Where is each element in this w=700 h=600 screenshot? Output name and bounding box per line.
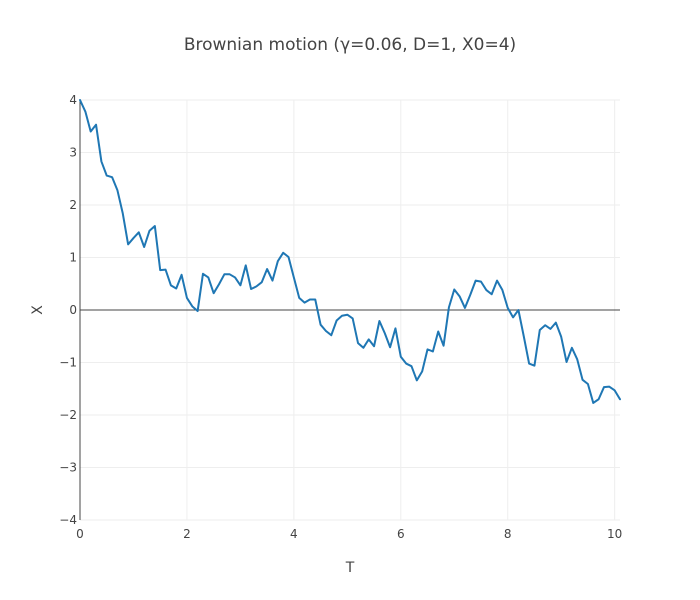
chart-title: Brownian motion (γ=0.06, D=1, X0=4) [184, 35, 516, 55]
y-tick-label: −2 [59, 408, 77, 422]
y-tick-label: 2 [69, 198, 77, 212]
y-tick-label: 1 [69, 251, 77, 265]
x-tick-label: 2 [183, 527, 191, 541]
y-tick-label: −1 [59, 356, 77, 370]
y-tick-label: −4 [59, 513, 77, 527]
axis-layer [79, 100, 620, 520]
x-tick-label: 4 [290, 527, 298, 541]
y-axis-label: X [30, 305, 46, 315]
y-tick-label: 4 [69, 93, 77, 107]
x-tick-label: 6 [397, 527, 405, 541]
x-tick-label: 0 [76, 527, 84, 541]
y-tick-label: 0 [69, 303, 77, 317]
series-layer [79, 99, 621, 404]
y-tick-label: 3 [69, 146, 77, 160]
series-line [79, 99, 621, 404]
tick-layer: 0 2 4 6 8 10 −4 −3 −2 −1 0 1 2 3 4 [59, 93, 622, 541]
y-tick-label: −3 [59, 461, 77, 475]
x-tick-label: 10 [607, 527, 622, 541]
x-axis-label: T [345, 560, 355, 576]
x-tick-label: 8 [504, 527, 512, 541]
